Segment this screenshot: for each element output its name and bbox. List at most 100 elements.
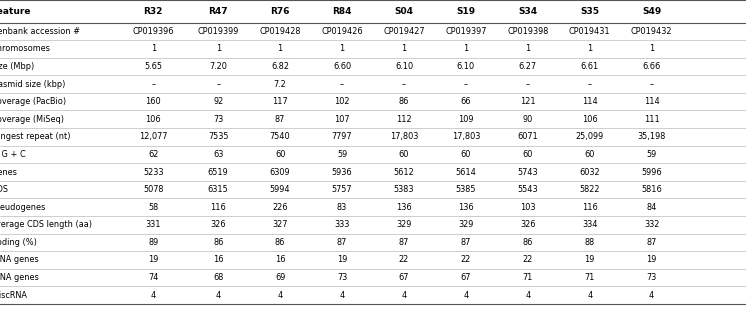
Text: CP019427: CP019427 <box>383 27 424 36</box>
Text: 6.60: 6.60 <box>333 62 351 71</box>
Text: 73: 73 <box>213 115 223 124</box>
Text: CP019397: CP019397 <box>445 27 486 36</box>
Text: S04: S04 <box>395 7 413 16</box>
Text: Pseudogenes: Pseudogenes <box>0 203 46 212</box>
Text: CP019398: CP019398 <box>507 27 548 36</box>
Text: S35: S35 <box>580 7 599 16</box>
Text: 73: 73 <box>647 273 656 282</box>
Text: 1: 1 <box>151 45 156 54</box>
Text: 60: 60 <box>461 150 471 159</box>
Text: CP019431: CP019431 <box>569 27 610 36</box>
Text: 87: 87 <box>399 238 409 247</box>
Text: 106: 106 <box>582 115 598 124</box>
Text: 19: 19 <box>647 255 656 264</box>
Text: CP019428: CP019428 <box>260 27 301 36</box>
Text: 60: 60 <box>399 150 409 159</box>
Text: Longest repeat (nt): Longest repeat (nt) <box>0 132 71 141</box>
Text: 87: 87 <box>647 238 656 247</box>
Text: 5743: 5743 <box>518 167 538 176</box>
Text: 19: 19 <box>585 255 595 264</box>
Text: 4: 4 <box>401 290 407 299</box>
Text: 60: 60 <box>523 150 533 159</box>
Text: –: – <box>402 80 406 89</box>
Text: 333: 333 <box>334 220 350 229</box>
Text: 1: 1 <box>401 45 407 54</box>
Text: 16: 16 <box>275 255 286 264</box>
Text: Coverage (MiSeq): Coverage (MiSeq) <box>0 115 64 124</box>
Text: 71: 71 <box>523 273 533 282</box>
Text: CP019432: CP019432 <box>631 27 672 36</box>
Text: 5078: 5078 <box>143 185 163 194</box>
Text: 71: 71 <box>585 273 595 282</box>
Text: 111: 111 <box>644 115 659 124</box>
Text: miscRNA: miscRNA <box>0 290 27 299</box>
Text: 59: 59 <box>647 150 656 159</box>
Text: 7797: 7797 <box>332 132 352 141</box>
Text: 7.2: 7.2 <box>274 80 286 89</box>
Text: 6519: 6519 <box>208 167 228 176</box>
Text: 12,077: 12,077 <box>139 132 168 141</box>
Text: 22: 22 <box>461 255 471 264</box>
Text: 63: 63 <box>213 150 223 159</box>
Text: 25,099: 25,099 <box>576 132 604 141</box>
Text: 67: 67 <box>461 273 471 282</box>
Text: S34: S34 <box>518 7 537 16</box>
Text: Feature: Feature <box>0 7 31 16</box>
Text: 326: 326 <box>520 220 536 229</box>
Text: 116: 116 <box>582 203 598 212</box>
Text: 87: 87 <box>461 238 471 247</box>
Text: 35,198: 35,198 <box>637 132 666 141</box>
Text: Genbank accession #: Genbank accession # <box>0 27 80 36</box>
Text: –: – <box>464 80 468 89</box>
Text: 5383: 5383 <box>394 185 414 194</box>
Text: 109: 109 <box>458 115 474 124</box>
Text: 7535: 7535 <box>208 132 228 141</box>
Text: 16: 16 <box>213 255 224 264</box>
Text: R32: R32 <box>144 7 163 16</box>
Text: 226: 226 <box>272 203 288 212</box>
Text: 4: 4 <box>649 290 654 299</box>
Text: Genes: Genes <box>0 167 17 176</box>
Text: 5936: 5936 <box>332 167 352 176</box>
Text: 4: 4 <box>463 290 468 299</box>
Text: 326: 326 <box>210 220 226 229</box>
Text: 5996: 5996 <box>642 167 662 176</box>
Text: Coverage (PacBio): Coverage (PacBio) <box>0 97 66 106</box>
Text: 6309: 6309 <box>270 167 290 176</box>
Text: R76: R76 <box>270 7 290 16</box>
Text: 59: 59 <box>337 150 347 159</box>
Text: 86: 86 <box>213 238 223 247</box>
Text: 88: 88 <box>585 238 595 247</box>
Text: S49: S49 <box>642 7 661 16</box>
Text: 1: 1 <box>525 45 530 54</box>
Text: 5.65: 5.65 <box>144 62 163 71</box>
Text: 327: 327 <box>272 220 288 229</box>
Text: 86: 86 <box>399 97 409 106</box>
Text: 6.61: 6.61 <box>580 62 599 71</box>
Text: 19: 19 <box>337 255 347 264</box>
Text: 6.82: 6.82 <box>271 62 289 71</box>
Text: –: – <box>340 80 344 89</box>
Text: 5816: 5816 <box>642 185 662 194</box>
Text: 62: 62 <box>148 150 158 159</box>
Text: 4: 4 <box>339 290 345 299</box>
Text: 4: 4 <box>587 290 592 299</box>
Text: rRNA genes: rRNA genes <box>0 273 39 282</box>
Text: 114: 114 <box>644 97 659 106</box>
Text: 67: 67 <box>399 273 409 282</box>
Text: 60: 60 <box>275 150 285 159</box>
Text: 114: 114 <box>582 97 598 106</box>
Text: 331: 331 <box>145 220 161 229</box>
Text: 5543: 5543 <box>518 185 538 194</box>
Text: 1: 1 <box>339 45 345 54</box>
Text: 1: 1 <box>463 45 468 54</box>
Text: 7540: 7540 <box>270 132 290 141</box>
Text: 6.27: 6.27 <box>518 62 537 71</box>
Text: 83: 83 <box>337 203 347 212</box>
Text: 4: 4 <box>216 290 221 299</box>
Text: Chromosomes: Chromosomes <box>0 45 50 54</box>
Text: 19: 19 <box>148 255 158 264</box>
Text: 4: 4 <box>278 290 283 299</box>
Text: 5614: 5614 <box>456 167 476 176</box>
Text: –: – <box>151 80 155 89</box>
